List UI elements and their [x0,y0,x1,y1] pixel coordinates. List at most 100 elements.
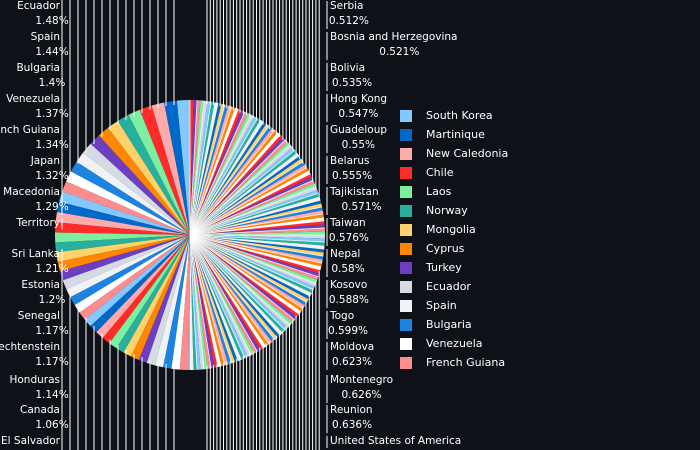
pie-slice-small[interactable] [190,235,267,349]
pie-slice[interactable] [56,235,191,262]
pie-slice-small[interactable] [190,203,323,235]
pie-slice-small[interactable] [190,108,242,235]
pie-slice-small[interactable] [190,235,242,362]
pie-slice-small[interactable] [190,176,314,235]
pie-slice-small[interactable] [190,235,236,364]
pie-slice[interactable] [90,135,191,236]
pie-slice[interactable] [176,100,190,235]
pie-slice[interactable] [56,201,190,235]
pie-slice-small[interactable] [190,235,323,267]
pie-slice-small[interactable] [190,235,283,336]
pie-slice-small[interactable] [190,235,325,246]
pie-slice[interactable] [84,235,190,327]
pie-slice-small[interactable] [190,235,324,260]
pie-slice[interactable] [66,171,190,235]
pie-slice-small[interactable] [190,235,325,239]
legend-item[interactable]: New Caledonia [400,144,696,163]
pie-slice[interactable] [109,235,190,349]
pie-slice[interactable] [79,235,190,320]
pie-slice-small[interactable] [190,235,273,345]
legend-item[interactable]: Venezuela [400,334,696,353]
pie-slice-small[interactable] [190,104,229,235]
pie-slice[interactable] [138,235,190,363]
pie-slice[interactable] [139,105,190,235]
pie-slice[interactable] [76,152,190,235]
pie-slice-small[interactable] [190,231,325,235]
pie-slice-small[interactable] [190,235,255,356]
pie-slice[interactable] [90,235,190,333]
legend-item[interactable]: Norway [400,201,696,220]
pie-slice-small[interactable] [190,235,261,352]
legend-item[interactable]: South Korea [400,106,696,125]
pie-slice[interactable] [74,235,190,313]
pie-slice[interactable] [55,212,190,235]
legend-item[interactable]: Spain [400,296,696,315]
pie-slice-small[interactable] [190,111,249,235]
pie-slice-small[interactable] [190,235,201,370]
pie-slice-small[interactable] [190,235,208,370]
pie-slice-small[interactable] [190,235,215,369]
pie-slice[interactable] [55,222,190,235]
pie-slice[interactable] [163,235,190,369]
pie-slice-small[interactable] [190,102,222,235]
pie-slice-small[interactable] [190,235,288,331]
pie-slice[interactable] [59,191,190,235]
pie-slice[interactable] [179,235,190,370]
legend-item[interactable]: Cyprus [400,239,696,258]
pie-slice[interactable] [70,235,190,306]
pie-slice-small[interactable] [190,130,278,235]
pie-slice[interactable] [171,235,190,370]
pie-slice-small[interactable] [190,210,324,235]
pie-slice-small[interactable] [190,125,273,235]
legend-item[interactable]: Ecuador [400,277,696,296]
legend-item[interactable]: Martinique [400,125,696,144]
pie-slice[interactable] [62,235,191,289]
pie-slice[interactable] [57,235,190,272]
pie-slice-small[interactable] [190,183,317,235]
pie-slice[interactable] [66,235,190,298]
pie-slice-small[interactable] [190,114,255,235]
pie-slice[interactable] [117,114,190,235]
pie-slice-small[interactable] [190,142,291,235]
legend-item[interactable]: French Guiana [400,353,696,372]
pie-slice-small[interactable] [190,164,307,235]
pie-slice-small[interactable] [190,101,215,235]
pie-slice-small[interactable] [190,100,201,235]
pie-slice[interactable] [188,235,190,370]
pie-slice-small[interactable] [190,235,325,253]
pie-slice-small[interactable] [190,224,325,235]
pie-slice-small[interactable] [190,235,278,340]
pie-slice[interactable] [54,232,190,243]
pie-slice[interactable] [62,181,190,235]
pie-slice[interactable] [102,235,190,344]
pie-slice[interactable] [131,235,190,360]
pie-slice-small[interactable] [190,235,295,323]
pie-slice[interactable] [154,235,190,368]
legend-item[interactable]: Turkey [400,258,696,277]
legend-item[interactable]: Chile [400,163,696,182]
pie-slice-small[interactable] [190,137,286,235]
pie-slice-small[interactable] [190,118,261,235]
pie-slice-small[interactable] [190,235,321,274]
pie-slice-small[interactable] [190,235,291,328]
pie-slice[interactable] [83,143,190,235]
pie-slice-small[interactable] [190,134,283,235]
pie-slice-small[interactable] [190,158,304,235]
pie-slice-small[interactable] [190,235,304,312]
pie-slice-small[interactable] [190,235,314,294]
pie-slice[interactable] [116,235,190,353]
pie-slice-small[interactable] [190,152,300,235]
pie-slice[interactable] [55,235,191,253]
pie-slice-small[interactable] [190,235,229,366]
pie-slice-small[interactable] [190,235,249,359]
pie-slice-small[interactable] [190,196,321,235]
pie-slice[interactable] [96,235,190,338]
pie-slice-small[interactable] [190,121,267,235]
pie-slice[interactable] [59,235,191,281]
pie-slice-small[interactable] [190,235,317,287]
pie-slice-small[interactable] [190,235,300,318]
pie-slice-small[interactable] [190,189,319,235]
pie-slice-small[interactable] [190,100,194,235]
pie-slice-small[interactable] [190,235,311,300]
pie-slice-small[interactable] [190,170,311,235]
